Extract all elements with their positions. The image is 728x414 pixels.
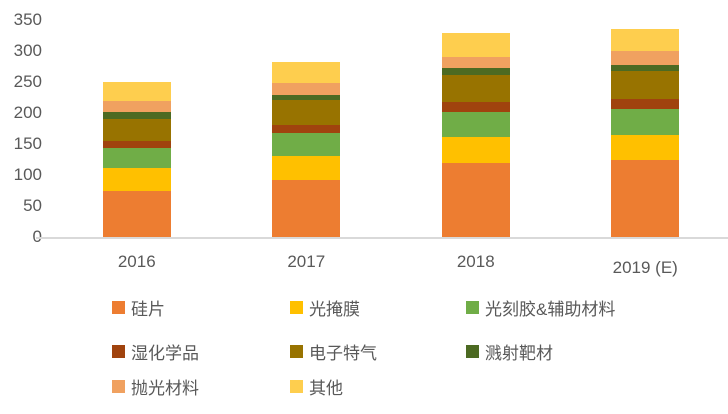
bar-segment-others (441, 33, 510, 58)
bar-segment-sputtering-targets (441, 68, 510, 76)
legend-item-others: 其他 (290, 378, 343, 398)
x-axis-category-label: 2017 (287, 252, 326, 271)
bar-segment-silicon-wafer (611, 160, 680, 237)
y-axis-tick-label: 200 (13, 103, 42, 122)
y-axis-tick-label: 150 (13, 134, 42, 153)
legend-label: 溅射靶材 (485, 343, 553, 363)
legend-swatch-icon (290, 379, 303, 393)
bar-segment-photomask (611, 135, 680, 161)
y-axis-tick-label: 250 (13, 72, 42, 91)
legend-item-sputtering-targets: 溅射靶材 (466, 343, 553, 363)
legend-label: 光刻胶&辅助材料 (485, 299, 616, 319)
legend-swatch-icon (466, 344, 479, 358)
legend-label: 光掩膜 (309, 299, 360, 319)
bar-segment-wet-chemicals (102, 140, 171, 149)
legend-label: 硅片 (131, 299, 165, 319)
bar-segment-photomask (272, 156, 341, 180)
legend-label: 抛光材料 (131, 378, 199, 398)
bar-segment-sputtering-targets (272, 95, 341, 101)
bar-2017 (272, 61, 341, 237)
legend-swatch-icon (466, 300, 479, 314)
bar-segment-photoresist-aux (102, 148, 171, 169)
legend-swatch-icon (112, 379, 125, 393)
legend-item-polishing-materials: 抛光材料 (112, 378, 199, 398)
legend-label: 湿化学品 (131, 343, 199, 363)
bar-segment-others (102, 82, 171, 102)
legend-swatch-icon (112, 344, 125, 358)
bar-segment-wet-chemicals (441, 101, 510, 112)
legend-item-photomask: 光掩膜 (290, 299, 360, 319)
bar-segment-photoresist-aux (611, 108, 680, 136)
bar-2019E (611, 29, 680, 237)
legend-item-silicon-wafer: 硅片 (112, 299, 165, 319)
bar-segment-polishing-materials (102, 101, 171, 113)
bar-2018 (441, 33, 510, 237)
legend-item-photoresist-aux: 光刻胶&辅助材料 (466, 299, 615, 319)
bar-segment-sputtering-targets (611, 64, 680, 71)
bar-segment-polishing-materials (611, 51, 680, 65)
bar-segment-polishing-materials (441, 57, 510, 69)
x-axis-category-label: 2016 (117, 252, 156, 271)
legend-swatch-icon (112, 300, 125, 314)
bar-2016 (102, 82, 171, 237)
y-axis-tick-label: 100 (13, 165, 42, 184)
bar-segment-wet-chemicals (611, 98, 680, 109)
bar-segment-wet-chemicals (272, 124, 341, 133)
bar-segment-silicon-wafer (272, 179, 341, 237)
x-axis-line (36, 237, 728, 239)
bar-segment-electronic-gases (611, 70, 680, 99)
legend-swatch-icon (290, 344, 303, 358)
legend-swatch-icon (290, 300, 303, 314)
bar-segment-sputtering-targets (102, 112, 171, 119)
bar-segment-photoresist-aux (441, 111, 510, 137)
bar-segment-photomask (441, 136, 510, 164)
x-axis-category-label: 2018 (456, 252, 495, 271)
y-axis-tick-label: 350 (13, 10, 42, 29)
bar-segment-silicon-wafer (441, 163, 510, 237)
bar-segment-others (611, 29, 680, 52)
bar-segment-others (272, 61, 341, 84)
y-axis-tick-label: 300 (13, 41, 42, 60)
bar-segment-electronic-gases (441, 75, 510, 102)
bar-segment-electronic-gases (272, 100, 341, 125)
y-axis-tick-label: 0 (0, 227, 42, 247)
bar-segment-electronic-gases (102, 118, 171, 141)
bar-segment-polishing-materials (272, 83, 341, 96)
bar-segment-photoresist-aux (272, 132, 341, 157)
y-axis-tick-label: 50 (23, 196, 42, 215)
legend-item-wet-chemicals: 湿化学品 (112, 343, 199, 363)
x-axis-category-label: 2019 (E) (612, 258, 678, 277)
legend-item-electronic-gases: 电子特气 (290, 343, 377, 363)
legend-label: 电子特气 (309, 343, 377, 363)
legend-label: 其他 (309, 378, 343, 398)
bar-segment-photomask (102, 168, 171, 192)
bar-segment-silicon-wafer (102, 191, 171, 237)
